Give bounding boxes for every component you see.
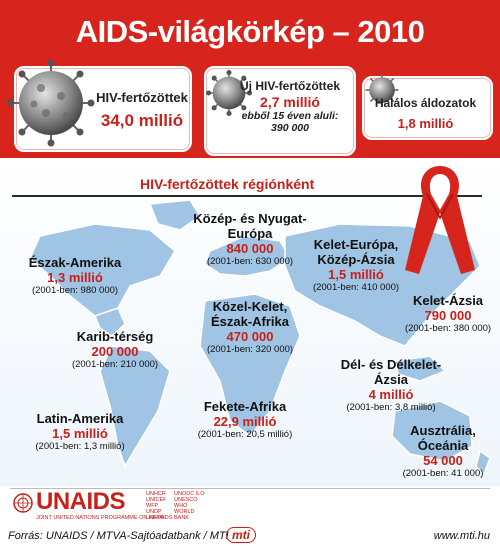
region-prev: (2001-ben: 3,8 millió)	[328, 403, 454, 414]
region-name: Közép- és Nyugat-Európa	[190, 212, 310, 242]
region-east-asia: Kelet-Ázsia 790 000 (2001-ben: 380 000)	[398, 294, 498, 335]
unaids-logo: UNAIDS	[36, 488, 125, 516]
region-value: 4 millió	[328, 388, 454, 403]
region-prev: (2001-ben: 20,5 millió)	[190, 430, 300, 441]
region-value: 1,5 millió	[300, 268, 412, 283]
virus-icon	[6, 58, 96, 148]
region-value: 54 000	[390, 454, 496, 469]
region-value: 1,5 millió	[20, 427, 140, 442]
card-value: 2,7 millió	[228, 94, 352, 110]
region-prev: (2001-ben: 630 000)	[190, 257, 310, 268]
card-label: Új HIV-fertőzöttek	[228, 80, 352, 94]
card-sub-label: ebből 15 éven aluli:	[228, 110, 352, 122]
mti-logo: mti	[226, 527, 256, 543]
region-name: Dél- és Délkelet-Ázsia	[328, 358, 454, 388]
region-name: Kelet-Európa, Közép-Ázsia	[300, 238, 412, 268]
card-label: Halálos áldozatok	[362, 95, 489, 111]
region-middle-east-north-africa: Közel-Kelet, Észak-Afrika 470 000 (2001-…	[200, 300, 300, 356]
card-sub-value: 390 000	[228, 122, 352, 134]
region-south-southeast-asia: Dél- és Délkelet-Ázsia 4 millió (2001-be…	[328, 358, 454, 414]
region-north-america: Észak-Amerika 1,3 millió (2001-ben: 980 …	[20, 256, 130, 297]
card-value: 34,0 millió	[92, 111, 192, 131]
region-name: Közel-Kelet, Észak-Afrika	[200, 300, 300, 330]
region-caribbean: Karib-térség 200 000 (2001-ben: 210 000)	[60, 330, 170, 371]
un-emblem-icon	[12, 492, 34, 514]
region-name: Ausztrália, Óceánia	[390, 424, 496, 454]
section-title: HIV-fertőzöttek régiónként	[140, 176, 314, 192]
region-value: 1,3 millió	[20, 271, 130, 286]
source-url: www.mti.hu	[434, 530, 490, 542]
region-name: Karib-térség	[60, 330, 170, 345]
region-prev: (2001-ben: 210 000)	[60, 360, 170, 371]
region-name: Latin-Amerika	[20, 412, 140, 427]
region-name: Fekete-Afrika	[190, 400, 300, 415]
region-prev: (2001-ben: 1,3 millió)	[20, 442, 140, 453]
card-label: HIV-fertőzöttek	[92, 90, 192, 105]
unaids-partners-col2: UNODC ILO UNESCO WHO WORLD BANK	[174, 491, 208, 521]
card-hiv-infected-text: HIV-fertőzöttek 34,0 millió	[92, 90, 192, 131]
region-prev: (2001-ben: 320 000)	[200, 345, 300, 356]
card-new-infections-text: Új HIV-fertőzöttek 2,7 millió ebből 15 é…	[228, 80, 352, 134]
region-value: 790 000	[398, 309, 498, 324]
region-value: 840 000	[190, 242, 310, 257]
region-eastern-europe-central-asia: Kelet-Európa, Közép-Ázsia 1,5 millió (20…	[300, 238, 412, 294]
region-prev: (2001-ben: 410 000)	[300, 283, 412, 294]
region-latin-america: Latin-Amerika 1,5 millió (2001-ben: 1,3 …	[20, 412, 140, 453]
region-value: 470 000	[200, 330, 300, 345]
page-title: AIDS-világkörkép – 2010	[0, 14, 500, 50]
region-prev: (2001-ben: 41 000)	[390, 469, 496, 480]
source-credit: Forrás: UNAIDS / MTVA-Sajtóadatbank / MT…	[8, 530, 229, 542]
region-name: Kelet-Ázsia	[398, 294, 498, 309]
region-prev: (2001-ben: 380 000)	[398, 324, 498, 335]
region-value: 200 000	[60, 345, 170, 360]
unaids-partners-col1: UNHCR UNICEF WFP UNDP UNFPA	[146, 491, 168, 521]
card-deaths-text: Halálos áldozatok 1,8 millió	[362, 95, 489, 133]
region-prev: (2001-ben: 980 000)	[20, 286, 130, 297]
region-australia-oceania: Ausztrália, Óceánia 54 000 (2001-ben: 41…	[390, 424, 496, 480]
region-central-western-europe: Közép- és Nyugat-Európa 840 000 (2001-be…	[190, 212, 310, 268]
region-name: Észak-Amerika	[20, 256, 130, 271]
card-value: 1,8 millió	[362, 115, 489, 133]
region-sub-saharan-africa: Fekete-Afrika 22,9 millió (2001-ben: 20,…	[190, 400, 300, 441]
region-value: 22,9 millió	[190, 415, 300, 430]
